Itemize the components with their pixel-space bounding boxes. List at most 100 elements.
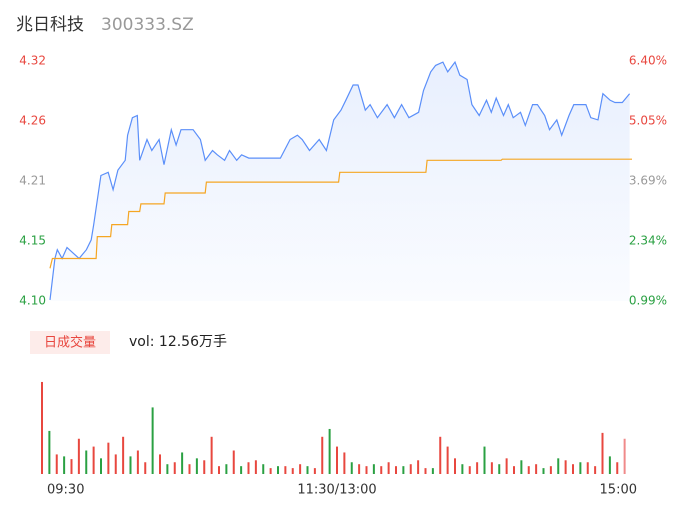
volume-bar (535, 464, 538, 474)
x-tick-label: 09:30 (47, 483, 84, 498)
volume-bar (144, 462, 147, 474)
volume-bar (358, 464, 361, 474)
volume-bar (313, 468, 316, 474)
volume-bar (321, 436, 324, 474)
volume-bar (564, 460, 567, 474)
volume-bar (306, 466, 309, 474)
volume-bar (41, 381, 43, 474)
volume-bar (498, 464, 501, 474)
volume-bar (446, 446, 449, 474)
volume-bar (328, 428, 331, 474)
price-area (50, 62, 630, 301)
volume-bar (372, 464, 375, 474)
volume-bar (218, 466, 220, 474)
legend-box[interactable] (30, 331, 110, 354)
volume-bar (483, 446, 486, 474)
stock-code: 300333.SZ (101, 15, 194, 35)
y-tick-label: 4.32 (19, 54, 46, 68)
volume-bar (129, 456, 132, 474)
y-tick-label: 4.21 (19, 174, 46, 188)
volume-bar (240, 466, 243, 474)
volume-bar (85, 450, 88, 474)
volume-bar (594, 466, 597, 474)
volume-bar (188, 464, 191, 474)
volume-bar (269, 468, 272, 474)
legend-label[interactable]: 日成交量 (44, 335, 96, 351)
volume-bar (181, 452, 184, 474)
volume-bar (254, 460, 257, 474)
volume-bar (527, 466, 530, 474)
volume-bar (277, 466, 279, 474)
volume-bar (431, 468, 434, 474)
volume-bar (343, 452, 346, 474)
volume-bar (262, 464, 265, 474)
volume-bar (247, 462, 250, 474)
x-tick-label: 15:00 (600, 483, 637, 498)
volume-bar (387, 462, 390, 474)
x-tick-label: 11:30/13:00 (297, 483, 376, 498)
volume-bar (365, 466, 368, 474)
series-line (49, 158, 632, 269)
volume-bar (380, 466, 383, 474)
volume-bar (122, 436, 125, 474)
y-tick-label: 4.26 (19, 114, 46, 128)
volume-bar (100, 458, 102, 474)
volume-bar (232, 450, 235, 474)
volume-bar (210, 436, 213, 474)
volume-bar (623, 438, 626, 474)
volume-bar (55, 454, 58, 474)
volume-total: vol: 12.56万手 (129, 334, 227, 350)
volume-bar (616, 462, 619, 474)
series-line (49, 60, 631, 300)
volume-bar (336, 446, 338, 474)
volume-bar (409, 464, 412, 474)
volume-bar (417, 460, 420, 474)
volume-bar (476, 462, 479, 474)
volume-bar (136, 450, 139, 474)
y-tick-label: 4.10 (19, 294, 46, 308)
volume-bar (173, 462, 176, 474)
y2-tick-label: 2.34% (629, 234, 667, 248)
volume-bar (195, 458, 198, 474)
y2-tick-label: 3.69% (629, 174, 667, 188)
y-tick-label: 4.15 (19, 234, 46, 248)
volume-bar (48, 430, 51, 474)
volume-bar (490, 462, 493, 474)
volume-bar (601, 432, 604, 474)
volume-bar (542, 468, 545, 474)
volume-bar (291, 468, 294, 474)
volume-bar (513, 466, 515, 474)
volume-bar (350, 462, 353, 474)
stock-name: 兆日科技 (16, 15, 84, 35)
y2-tick-label: 5.05% (629, 113, 667, 127)
volume-bar (70, 459, 73, 474)
volume-bar (107, 442, 110, 474)
volume-bar (159, 454, 161, 474)
volume-bar (572, 464, 574, 474)
volume-bar (461, 464, 464, 474)
volume-bar (77, 438, 80, 474)
volume-bar (424, 468, 427, 474)
volume-bar (549, 466, 552, 474)
volume-bar (468, 466, 471, 474)
volume-bar (284, 466, 287, 474)
volume-bar (166, 464, 169, 474)
volume-bar (151, 407, 154, 474)
volume-bar (402, 466, 405, 474)
volume-bar (225, 464, 228, 474)
volume-bar (505, 458, 508, 474)
volume-bar (63, 456, 66, 474)
volume-bar (579, 462, 582, 474)
volume-bar (299, 464, 302, 474)
volume-bar (395, 466, 397, 474)
y2-tick-label: 0.99% (629, 294, 667, 308)
volume-bar (520, 460, 523, 474)
volume-bar (586, 462, 589, 474)
volume-bar (92, 446, 95, 474)
volume-bar (557, 458, 560, 474)
volume-bar (203, 460, 206, 474)
volume-bar (439, 436, 442, 474)
volume-bar (454, 458, 456, 474)
